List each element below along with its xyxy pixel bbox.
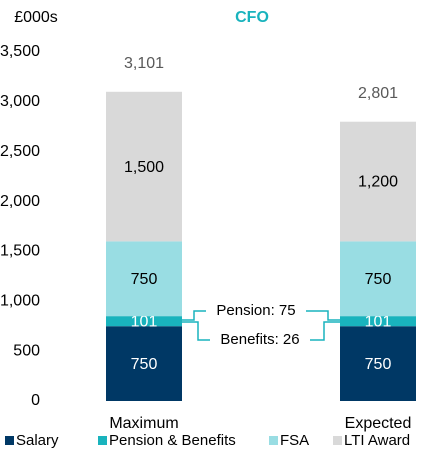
y-tick-label: 3,000 [0,93,40,110]
total-label: 2,801 [358,85,398,102]
value-label: 750 [365,356,392,373]
bar-segment [106,326,182,401]
annotation-connectors [182,310,340,341]
bar-segment [106,91,182,242]
y-tick-label: 0 [31,392,40,409]
bar-segment [340,121,416,242]
value-label: 101 [131,313,158,330]
legend-swatch [98,436,107,445]
y-tick-label: 500 [13,342,40,359]
x-tick-label: Maximum [109,415,178,432]
bar-segment [340,241,416,317]
y-axis-label: £000s [14,9,58,26]
connector [306,310,340,321]
connector [182,321,210,341]
value-label: 750 [365,271,392,288]
y-tick-label: 1,500 [0,243,40,260]
total-label: 3,101 [124,55,164,72]
bar-segment [340,316,416,327]
legend-label: LTI Award [344,432,410,449]
legend-label: FSA [280,432,309,449]
annotation: Benefits: 26 [220,331,299,348]
annotation: Pension: 75 [216,302,295,319]
y-tick-label: 1,000 [0,293,40,310]
value-label: 1,200 [358,174,398,191]
value-label: 750 [131,271,158,288]
y-tick-label: 3,500 [0,43,40,60]
legend-swatch [333,436,342,445]
bar-segment [106,241,182,317]
legend-swatch [269,436,278,445]
legend-label: Salary [16,432,59,449]
connector [182,310,206,321]
y-tick-label: 2,500 [0,143,40,160]
legend-swatch [5,436,14,445]
chart-title: CFO [235,9,269,26]
connector [310,321,340,341]
value-label: 101 [365,313,392,330]
bar-segment [340,326,416,401]
value-label: 750 [131,356,158,373]
bar-segment [106,316,182,327]
value-label: 1,500 [124,159,164,176]
legend-label: Pension & Benefits [109,432,236,449]
y-tick-label: 2,000 [0,193,40,210]
x-tick-label: Expected [345,415,412,432]
